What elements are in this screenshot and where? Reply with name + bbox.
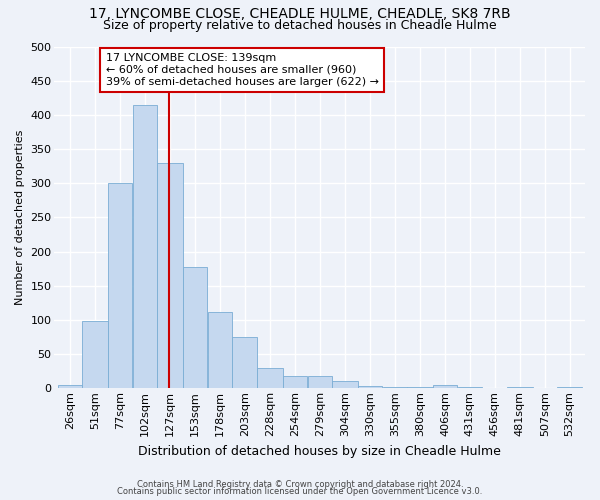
- Bar: [133, 104, 157, 389]
- Text: Contains public sector information licensed under the Open Government Licence v3: Contains public sector information licen…: [118, 487, 482, 496]
- Bar: [458, 387, 482, 388]
- Bar: [82, 322, 107, 388]
- Bar: [507, 387, 533, 388]
- Bar: [157, 162, 183, 388]
- Bar: [108, 182, 133, 388]
- Text: Size of property relative to detached houses in Cheadle Hulme: Size of property relative to detached ho…: [103, 19, 497, 32]
- Text: Contains HM Land Registry data © Crown copyright and database right 2024.: Contains HM Land Registry data © Crown c…: [137, 480, 463, 489]
- X-axis label: Distribution of detached houses by size in Cheadle Hulme: Distribution of detached houses by size …: [138, 444, 501, 458]
- Bar: [433, 385, 457, 388]
- Bar: [183, 266, 208, 388]
- Bar: [332, 382, 358, 388]
- Bar: [308, 376, 332, 388]
- Y-axis label: Number of detached properties: Number of detached properties: [15, 130, 25, 305]
- Bar: [358, 386, 382, 388]
- Bar: [283, 376, 307, 388]
- Bar: [407, 387, 433, 388]
- Bar: [557, 387, 582, 388]
- Bar: [58, 385, 82, 388]
- Bar: [208, 312, 232, 388]
- Text: 17, LYNCOMBE CLOSE, CHEADLE HULME, CHEADLE, SK8 7RB: 17, LYNCOMBE CLOSE, CHEADLE HULME, CHEAD…: [89, 8, 511, 22]
- Bar: [383, 387, 407, 388]
- Text: 17 LYNCOMBE CLOSE: 139sqm
← 60% of detached houses are smaller (960)
39% of semi: 17 LYNCOMBE CLOSE: 139sqm ← 60% of detac…: [106, 54, 379, 86]
- Bar: [257, 368, 283, 388]
- Bar: [232, 337, 257, 388]
